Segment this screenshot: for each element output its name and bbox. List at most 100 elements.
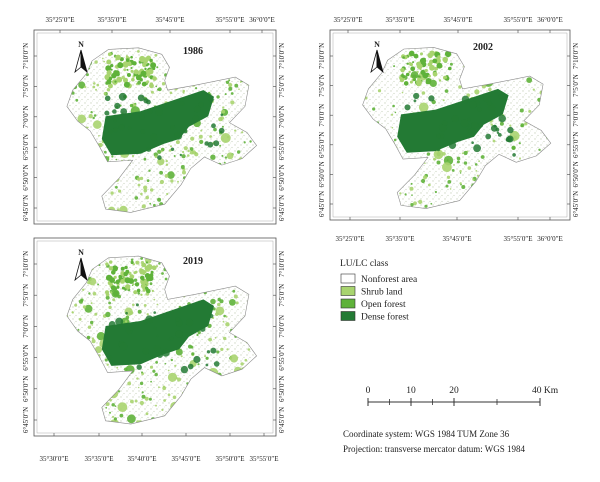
vegetation-patch [130, 399, 134, 404]
vegetation-patch [141, 277, 145, 281]
vegetation-patch [107, 83, 113, 89]
vegetation-patch [91, 324, 94, 326]
dense-forest-patch [467, 117, 471, 122]
dense-forest-patch [125, 311, 128, 315]
vegetation-patch [189, 147, 194, 151]
vegetation-patch [413, 201, 417, 206]
vegetation-patch [217, 297, 221, 302]
vegetation-patch [139, 176, 144, 181]
vegetation-patch [85, 73, 89, 77]
vegetation-patch [88, 114, 93, 119]
legend-swatch [340, 286, 356, 296]
vegetation-patch [474, 89, 480, 95]
dense-forest-patch [140, 129, 146, 135]
vegetation-patch [149, 58, 153, 62]
legend-swatch [340, 298, 356, 309]
latitude-tick-label: 7°0′0″N [318, 104, 326, 127]
vegetation-patch [430, 202, 433, 205]
vegetation-patch [405, 72, 410, 77]
vegetation-patch [130, 69, 134, 73]
vegetation-patch [528, 109, 532, 113]
vegetation-patch [210, 154, 216, 160]
vegetation-patch [234, 129, 237, 132]
vegetation-patch [161, 82, 166, 86]
latitude-tick-label: 6°45′0″N [278, 407, 286, 433]
vegetation-patch [197, 363, 200, 366]
vegetation-patch [427, 183, 431, 187]
vegetation-patch [432, 71, 438, 77]
dense-forest-patch [441, 120, 448, 126]
vegetation-patch [97, 283, 100, 286]
vegetation-patch [154, 372, 158, 377]
vegetation-patch [116, 285, 120, 289]
vegetation-patch [98, 142, 103, 148]
dense-forest-patch [114, 102, 121, 109]
vegetation-patch [220, 133, 231, 143]
scale-bar-label: 10 [406, 386, 416, 396]
vegetation-patch [137, 309, 142, 314]
dense-forest-patch [127, 126, 132, 130]
vegetation-patch [175, 348, 183, 356]
vegetation-patch [180, 165, 185, 169]
dense-forest-patch [170, 147, 175, 151]
vegetation-patch [433, 149, 444, 160]
dense-forest-patch [108, 129, 113, 135]
vegetation-patch [140, 257, 144, 260]
dense-forest-patch [497, 133, 502, 137]
vegetation-patch [145, 286, 149, 290]
vegetation-patch [116, 208, 120, 211]
dense-forest-patch [460, 119, 469, 128]
latitude-tick-label: 7°5′0″N [278, 75, 286, 98]
north-arrow-icon: N [74, 248, 88, 282]
dense-forest-patch [198, 101, 205, 108]
vegetation-patch [187, 154, 190, 157]
dense-forest-patch [478, 122, 484, 128]
latitude-tick-label: 7°5′0″N [318, 74, 326, 97]
vegetation-patch [123, 68, 127, 72]
vegetation-patch [205, 356, 209, 360]
vegetation-patch [141, 81, 147, 87]
vegetation-patch [140, 278, 147, 285]
vegetation-patch [129, 274, 135, 280]
vegetation-patch [149, 365, 154, 369]
vegetation-patch [96, 332, 106, 341]
vegetation-patch [116, 76, 123, 83]
dense-forest-patch [208, 96, 214, 103]
vegetation-patch [153, 298, 156, 301]
vegetation-patch [105, 262, 109, 266]
vegetation-patch [221, 109, 226, 114]
vegetation-patch [135, 260, 140, 265]
vegetation-patch [190, 345, 194, 349]
vegetation-patch [155, 85, 158, 88]
vegetation-patch [90, 111, 93, 114]
vegetation-patch [125, 284, 131, 290]
vegetation-patch [230, 92, 234, 95]
vegetation-patch [181, 154, 186, 159]
latitude-tick-label: 6°50′0″N [22, 376, 30, 402]
vegetation-patch [223, 336, 227, 341]
dense-forest-patch [487, 101, 492, 106]
dense-forest-patch [413, 92, 420, 100]
vegetation-patch [225, 80, 230, 85]
vegetation-patch [153, 152, 158, 157]
vegetation-patch [125, 315, 130, 320]
longitude-tick-label: 35°35′0″E [385, 235, 414, 243]
vegetation-patch [115, 158, 118, 161]
longitude-tick-label: 36°0′0″E [249, 16, 275, 24]
vegetation-patch [538, 148, 541, 151]
vegetation-patch [139, 78, 143, 82]
vegetation-patch [113, 417, 117, 421]
longitude-tick-label: 35°45′0″E [442, 235, 471, 243]
vegetation-patch [234, 83, 239, 88]
latitude-tick-label: 7°5′0″N [22, 75, 30, 98]
vegetation-patch [377, 89, 382, 93]
scale-bar-label: 0 [366, 386, 371, 396]
map-neatline [36, 32, 274, 222]
vegetation-patch [429, 64, 435, 71]
vegetation-patch [137, 292, 140, 295]
vegetation-patch [249, 140, 252, 143]
dense-forest-patch [436, 133, 441, 139]
vegetation-patch [157, 149, 162, 154]
vegetation-patch [106, 59, 112, 65]
dense-forest-patch [146, 146, 152, 152]
